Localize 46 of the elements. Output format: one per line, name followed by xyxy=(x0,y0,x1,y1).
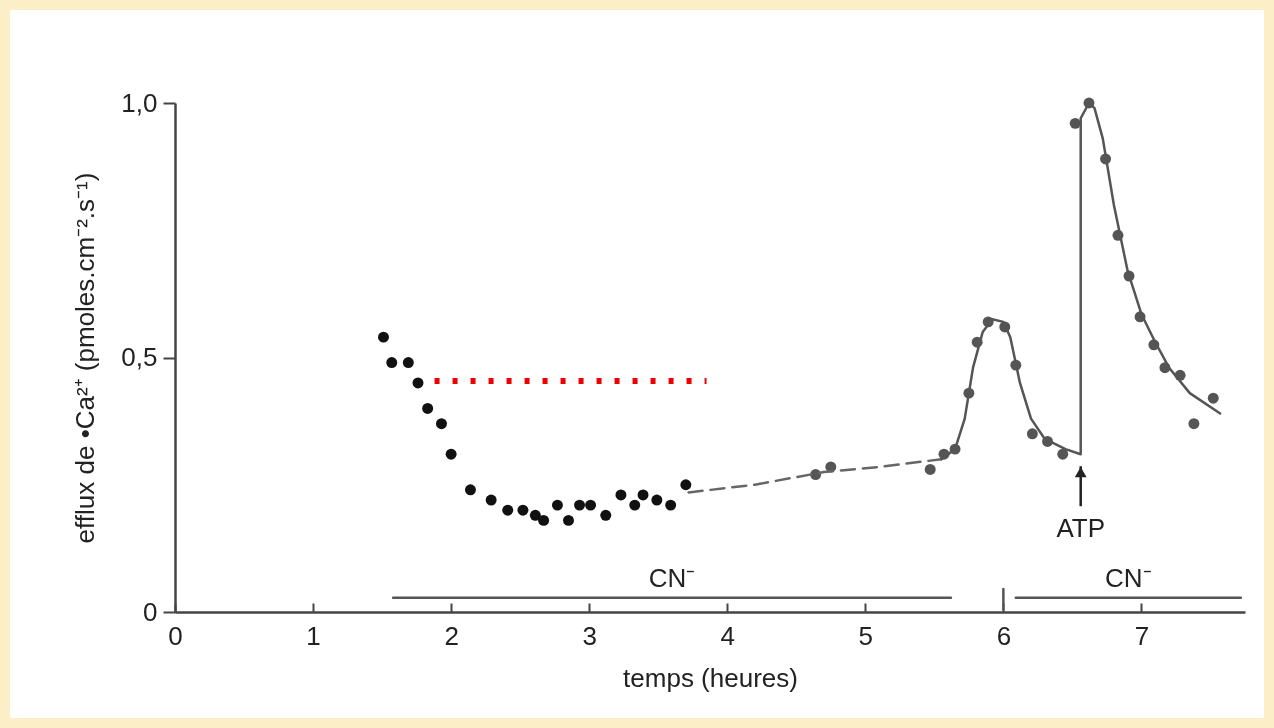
series-label: CN⁻ xyxy=(1105,562,1152,593)
x-tick-label: 7 xyxy=(1134,620,1150,651)
point xyxy=(615,489,627,501)
point xyxy=(585,499,597,511)
point xyxy=(1069,117,1081,129)
point xyxy=(445,448,457,460)
x-tick-label: 3 xyxy=(582,620,597,651)
x-tick-label: 4 xyxy=(720,620,735,651)
point xyxy=(574,499,586,511)
point xyxy=(538,514,550,526)
y-tick-label: 1,0 xyxy=(121,87,158,118)
point xyxy=(651,494,663,506)
point xyxy=(665,499,677,511)
point xyxy=(563,514,574,526)
point xyxy=(551,499,563,511)
point xyxy=(517,504,529,516)
point xyxy=(402,357,414,369)
annotation: ATP xyxy=(1056,513,1106,544)
x-tick-label: 5 xyxy=(858,620,874,651)
point xyxy=(435,418,447,430)
x-axis-title: temps (heures) xyxy=(623,662,798,693)
point xyxy=(924,464,936,475)
x-tick-label: 1 xyxy=(306,620,321,651)
series-label: CN⁻ xyxy=(648,562,696,593)
point xyxy=(502,504,514,516)
point xyxy=(412,377,424,389)
point xyxy=(1057,448,1069,460)
y-axis-title: efflux de •Ca²⁺ (pmoles.cm⁻².s⁻¹) xyxy=(70,172,101,544)
x-tick-label: 2 xyxy=(444,620,459,651)
point xyxy=(378,331,389,343)
x-tick-label: 6 xyxy=(996,620,1012,651)
point xyxy=(386,357,398,369)
point xyxy=(1207,392,1219,404)
x-tick-label: 0 xyxy=(168,620,183,651)
point xyxy=(1026,428,1038,440)
point xyxy=(637,489,649,501)
point xyxy=(600,509,612,521)
y-tick-label: 0 xyxy=(143,596,158,627)
point xyxy=(680,479,692,491)
point xyxy=(464,484,476,496)
point xyxy=(629,499,641,511)
point xyxy=(485,494,497,506)
y-tick-label: 0,5 xyxy=(121,342,158,372)
point xyxy=(422,402,434,414)
point xyxy=(1188,418,1200,430)
point xyxy=(529,509,541,521)
